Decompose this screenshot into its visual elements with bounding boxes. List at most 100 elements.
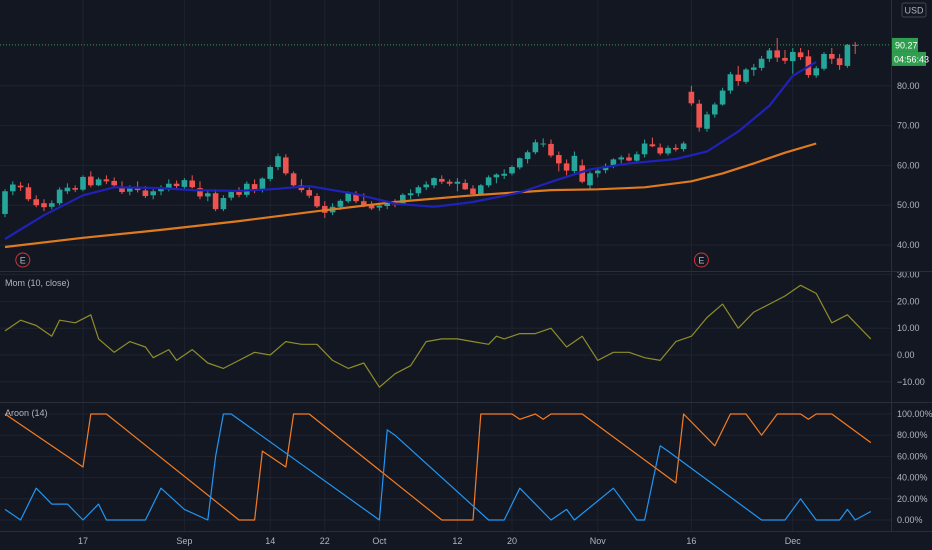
candle-body[interactable] xyxy=(813,68,819,76)
candle-body[interactable] xyxy=(142,190,149,197)
candle-body[interactable] xyxy=(119,187,125,193)
candle-body[interactable] xyxy=(25,187,32,200)
candle-body[interactable] xyxy=(743,69,749,82)
candle-body[interactable] xyxy=(704,114,710,129)
candle-body[interactable] xyxy=(166,183,172,190)
candle-body[interactable] xyxy=(173,183,180,187)
candle-body[interactable] xyxy=(189,180,195,188)
earnings-marker[interactable] xyxy=(15,252,31,268)
candle-body[interactable] xyxy=(626,157,632,161)
candle-body[interactable] xyxy=(478,185,484,195)
candle-body[interactable] xyxy=(540,143,546,145)
candle-body[interactable] xyxy=(361,201,367,206)
earnings-marker[interactable] xyxy=(693,252,709,268)
slow-moving-average-line[interactable] xyxy=(4,142,817,249)
candle-body[interactable] xyxy=(41,203,47,208)
candle-body[interactable] xyxy=(563,163,570,171)
candle-body[interactable] xyxy=(727,74,734,91)
candle-body[interactable] xyxy=(680,143,687,150)
candle-body[interactable] xyxy=(283,157,289,174)
last-price-tag[interactable] xyxy=(892,37,918,52)
candle-body[interactable] xyxy=(423,184,429,188)
candle-body[interactable] xyxy=(634,154,640,161)
candle-body[interactable] xyxy=(758,58,765,68)
candle-body[interactable] xyxy=(836,58,843,66)
candle-body[interactable] xyxy=(400,194,406,204)
candle-body[interactable] xyxy=(158,188,164,192)
candle-body[interactable] xyxy=(673,147,679,150)
candle-body[interactable] xyxy=(267,166,273,179)
candle-body[interactable] xyxy=(735,74,741,82)
candle-body[interactable] xyxy=(454,181,461,184)
candle-body[interactable] xyxy=(150,191,156,196)
candle-body[interactable] xyxy=(579,165,585,182)
candle-body[interactable] xyxy=(719,90,726,105)
candle-body[interactable] xyxy=(595,170,601,174)
candle-body[interactable] xyxy=(197,188,203,197)
price-axis[interactable]: 17 Sep 14 22 Oct 12 20 Nov 16 Dec 80.00 70.00 60.00 5… xyxy=(78,37,932,546)
candle-body[interactable] xyxy=(517,158,523,168)
candle-body[interactable] xyxy=(556,155,562,164)
aroon-pane[interactable] xyxy=(4,413,872,521)
candle-body[interactable] xyxy=(501,173,507,176)
candle-body[interactable] xyxy=(665,147,671,154)
candle-body[interactable] xyxy=(236,192,242,195)
candle-body[interactable] xyxy=(251,184,258,191)
candle-body[interactable] xyxy=(290,173,297,186)
candle-body[interactable] xyxy=(337,200,344,207)
candle-body[interactable] xyxy=(384,202,390,206)
candle-body[interactable] xyxy=(844,44,851,66)
candle-body[interactable] xyxy=(407,193,414,196)
candle-body[interactable] xyxy=(493,174,500,178)
candle-body[interactable] xyxy=(548,143,554,156)
candle-body[interactable] xyxy=(587,173,593,186)
candle-body[interactable] xyxy=(212,193,219,210)
candle-body[interactable] xyxy=(610,159,617,167)
candle-body[interactable] xyxy=(353,194,359,202)
candle-body[interactable] xyxy=(80,176,86,190)
candle-body[interactable] xyxy=(774,50,780,58)
candle-body[interactable] xyxy=(95,179,102,186)
candle-body[interactable] xyxy=(829,53,835,59)
candle-body[interactable] xyxy=(88,176,94,186)
candle-body[interactable] xyxy=(17,185,24,188)
candle-body[interactable] xyxy=(220,198,227,210)
candle-body[interactable] xyxy=(602,166,609,171)
candle-body[interactable] xyxy=(228,192,234,198)
currency-button[interactable]: USD xyxy=(901,2,927,18)
candle-body[interactable] xyxy=(49,203,55,207)
candle-body[interactable] xyxy=(618,157,624,160)
candle-body[interactable] xyxy=(712,104,718,115)
fast-moving-average-line[interactable] xyxy=(4,60,817,240)
candle-body[interactable] xyxy=(571,155,578,171)
candle-body[interactable] xyxy=(111,180,117,186)
candle-body[interactable] xyxy=(415,187,422,194)
momentum-line[interactable] xyxy=(4,284,872,388)
candle-body[interactable] xyxy=(782,57,788,61)
candle-body[interactable] xyxy=(33,199,39,206)
candle-body[interactable] xyxy=(532,142,539,153)
candle-body[interactable] xyxy=(431,178,437,186)
candle-body[interactable] xyxy=(64,187,71,192)
candle-body[interactable] xyxy=(766,50,773,59)
candle-body[interactable] xyxy=(509,166,515,174)
candle-body[interactable] xyxy=(181,180,188,187)
candle-body[interactable] xyxy=(205,193,211,197)
candle-body[interactable] xyxy=(797,52,804,58)
candle-body[interactable] xyxy=(649,144,656,147)
candle-body[interactable] xyxy=(790,51,796,62)
candle-body[interactable] xyxy=(2,191,8,214)
candle-body[interactable] xyxy=(821,53,827,69)
candle-body[interactable] xyxy=(470,188,476,195)
aroon-up-line[interactable] xyxy=(4,413,872,521)
countdown-tag[interactable] xyxy=(892,51,926,66)
candle-body[interactable] xyxy=(696,103,702,128)
momentum-pane[interactable] xyxy=(4,284,872,388)
candle-body[interactable] xyxy=(345,193,351,202)
candle-body[interactable] xyxy=(376,205,383,208)
candle-body[interactable] xyxy=(275,156,281,167)
candle-body[interactable] xyxy=(368,205,375,209)
candle-body[interactable] xyxy=(306,190,312,196)
